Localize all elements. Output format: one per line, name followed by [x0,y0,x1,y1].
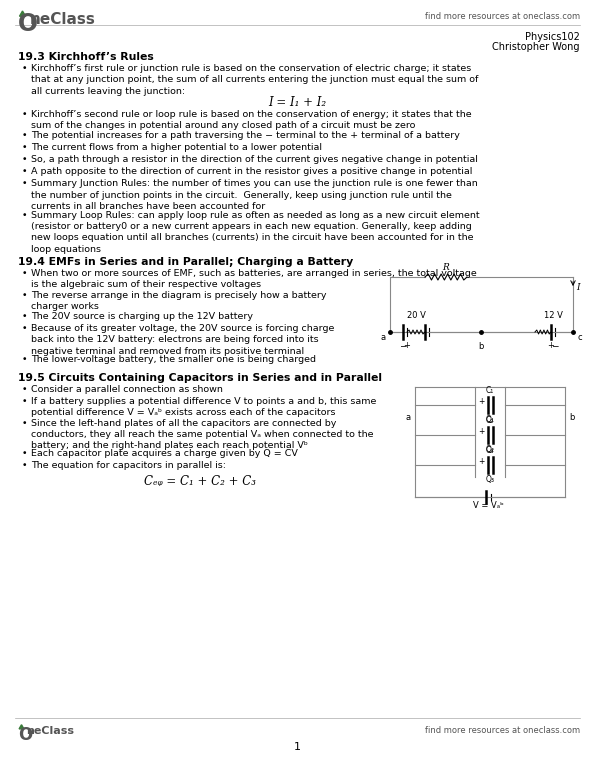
Text: •: • [22,355,27,364]
Text: •: • [22,269,27,278]
Text: Christopher Wong: Christopher Wong [493,42,580,52]
Text: •: • [22,385,27,394]
Text: find more resources at oneclass.com: find more resources at oneclass.com [425,12,580,21]
Text: neClass: neClass [26,726,74,736]
Text: +: + [478,427,485,437]
Text: 19.5 Circuits Containing Capacitors in Series and in Parallel: 19.5 Circuits Containing Capacitors in S… [18,373,382,383]
Text: +: + [403,341,411,350]
Text: I = I₁ + I₂: I = I₁ + I₂ [268,96,326,109]
Text: •: • [22,156,27,165]
Text: When two or more sources of EMF, such as batteries, are arranged in series, the : When two or more sources of EMF, such as… [31,269,477,290]
Text: •: • [22,143,27,152]
Text: •: • [22,397,27,406]
Text: •: • [22,132,27,140]
Text: Physics102: Physics102 [525,32,580,42]
Text: +: + [547,341,555,350]
Text: a: a [381,333,386,342]
Text: •: • [22,290,27,300]
Text: So, a path through a resistor in the direction of the current gives negative cha: So, a path through a resistor in the dir… [31,156,478,165]
Text: 12 V: 12 V [544,311,562,320]
Text: 19.3 Kirchhoff’s Rules: 19.3 Kirchhoff’s Rules [18,52,154,62]
Text: c: c [577,333,582,342]
Text: a: a [406,413,411,421]
Text: •: • [22,461,27,470]
Text: Cₑᵩ = C₁ + C₂ + C₃: Cₑᵩ = C₁ + C₂ + C₃ [144,476,256,488]
Text: •: • [22,419,27,427]
Text: −: − [551,341,559,350]
Text: •: • [22,179,27,189]
Text: C₃: C₃ [486,446,494,455]
Text: •: • [22,324,27,333]
Text: R: R [443,263,449,272]
Text: •: • [22,312,27,321]
Text: b: b [478,342,484,351]
Text: Q₃: Q₃ [486,475,494,484]
Text: C₂: C₂ [486,416,494,425]
Text: •: • [22,450,27,458]
Text: Q₁: Q₁ [486,415,494,424]
Text: The lower-voltage battery, the smaller one is being charged: The lower-voltage battery, the smaller o… [31,355,316,364]
Text: A path opposite to the direction of current in the resistor gives a positive cha: A path opposite to the direction of curr… [31,168,472,176]
Text: 19.4 EMFs in Series and in Parallel; Charging a Battery: 19.4 EMFs in Series and in Parallel; Cha… [18,257,353,267]
Text: 1: 1 [293,742,300,752]
Text: neClass: neClass [30,12,95,27]
Text: C₁: C₁ [486,386,494,395]
Text: I: I [576,283,580,292]
Text: Each capacitor plate acquires a charge given by Q = CV: Each capacitor plate acquires a charge g… [31,450,298,458]
Text: find more resources at oneclass.com: find more resources at oneclass.com [425,726,580,735]
Text: 20 V: 20 V [406,311,425,320]
Text: +: + [478,457,485,467]
Text: Kirchhoff’s second rule or loop rule is based on the conservation of energy; it : Kirchhoff’s second rule or loop rule is … [31,110,472,130]
Text: −: − [399,341,407,350]
Text: The reverse arrange in the diagram is precisely how a battery
charger works: The reverse arrange in the diagram is pr… [31,290,327,311]
Text: If a battery supplies a potential difference V to points a and b, this same
pote: If a battery supplies a potential differ… [31,397,377,417]
Text: Q₂: Q₂ [486,445,494,454]
Text: The potential increases for a path traversing the − terminal to the + terminal o: The potential increases for a path trave… [31,132,460,140]
Text: Summary Loop Rules: can apply loop rule as often as needed as long as a new circ: Summary Loop Rules: can apply loop rule … [31,210,480,254]
Text: •: • [22,110,27,119]
Text: The 20V source is charging up the 12V battery: The 20V source is charging up the 12V ba… [31,312,253,321]
Text: The equation for capacitors in parallel is:: The equation for capacitors in parallel … [31,461,226,470]
Text: •: • [22,64,27,73]
Text: •: • [22,168,27,176]
Text: Consider a parallel connection as shown: Consider a parallel connection as shown [31,385,223,394]
Text: Summary Junction Rules: the number of times you can use the junction rule is one: Summary Junction Rules: the number of ti… [31,179,478,212]
Text: Kirchhoff’s first rule or junction rule is based on the conservation of electric: Kirchhoff’s first rule or junction rule … [31,64,478,96]
Text: Because of its greater voltage, the 20V source is forcing charge
back into the 1: Because of its greater voltage, the 20V … [31,324,334,356]
Text: +: + [478,397,485,407]
Text: O: O [18,12,38,36]
Text: Since the left-hand plates of all the capacitors are connected by
conductors, th: Since the left-hand plates of all the ca… [31,419,374,450]
Text: b: b [569,413,574,421]
Text: V = Vₐᵇ: V = Vₐᵇ [472,501,503,510]
Text: The current flows from a higher potential to a lower potential: The current flows from a higher potentia… [31,143,322,152]
Text: •: • [22,210,27,219]
Text: O: O [18,726,32,744]
